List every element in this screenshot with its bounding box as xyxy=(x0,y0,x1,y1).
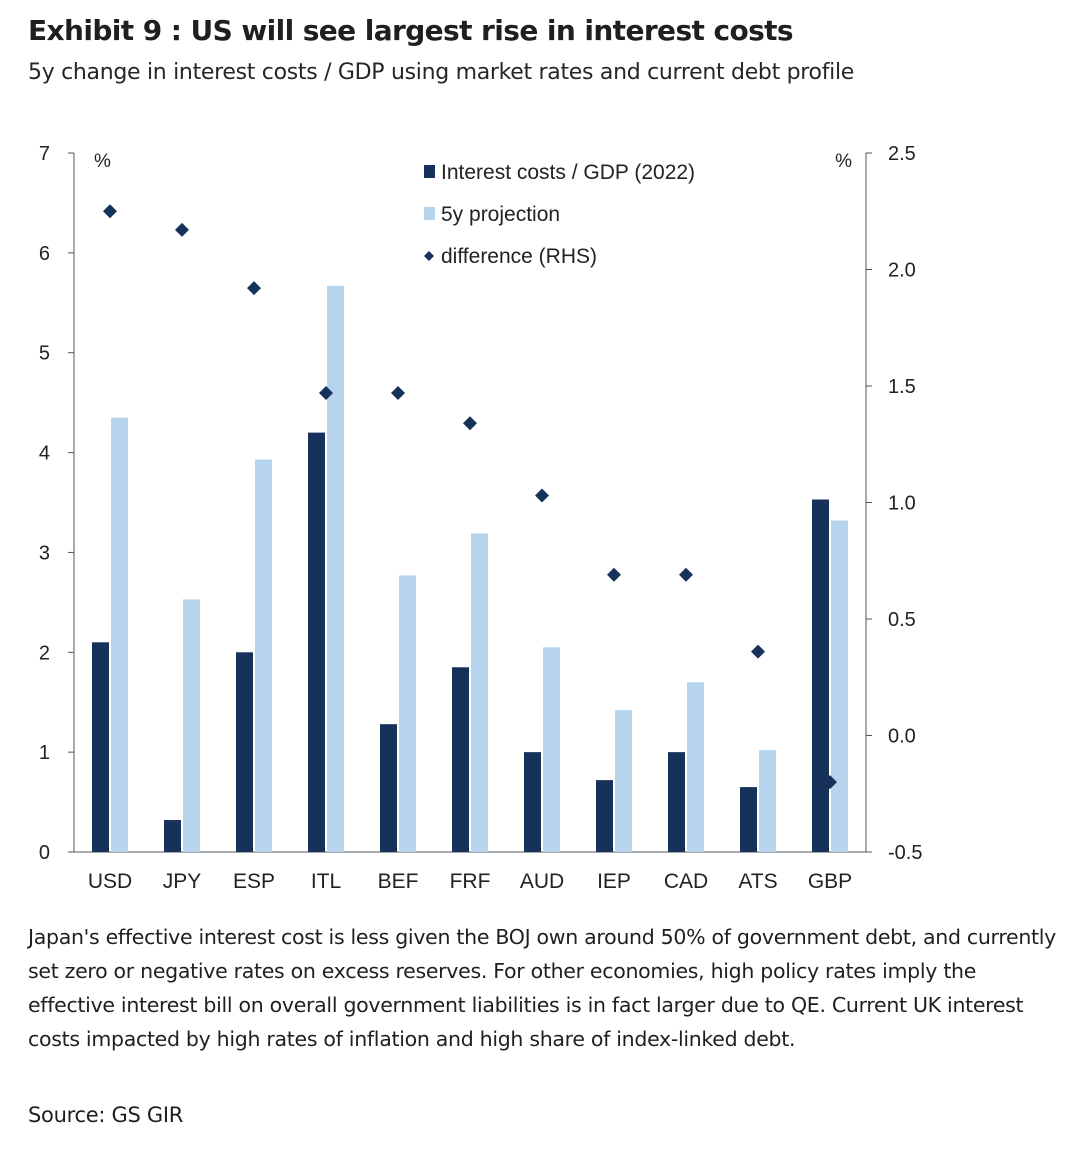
left-tick-label: 0 xyxy=(39,842,50,864)
difference-point-esp xyxy=(247,281,261,296)
left-tick-label: 7 xyxy=(39,143,50,165)
right-tick-label: 1.5 xyxy=(888,376,916,398)
left-tick-label: 3 xyxy=(39,542,50,564)
bar-5y-projection-esp xyxy=(255,459,272,852)
bar-5y-projection-aud xyxy=(543,647,560,852)
x-tick-label-gbp: GBP xyxy=(808,870,852,893)
difference-points xyxy=(103,204,837,790)
chart-subtitle: 5y change in interest costs / GDP using … xyxy=(28,60,855,85)
right-tick-label: 2.5 xyxy=(888,143,916,165)
x-tick-label-ats: ATS xyxy=(738,870,777,893)
bar-interest-costs-ats xyxy=(740,787,757,852)
bars xyxy=(92,285,848,852)
right-tick-label: 1.0 xyxy=(888,493,916,515)
x-tick-label-iep: IEP xyxy=(597,870,631,893)
legend-5y-projection-label: 5y projection xyxy=(441,203,560,226)
x-tick-label-frf: FRF xyxy=(450,870,491,893)
right-tick-label: 2.0 xyxy=(888,260,916,282)
bar-5y-projection-usd xyxy=(111,417,128,852)
bar-interest-costs-itl xyxy=(308,432,325,852)
bar-5y-projection-gbp xyxy=(831,520,848,852)
bar-interest-costs-esp xyxy=(236,652,253,852)
legend-5y-projection-swatch xyxy=(424,207,435,220)
x-tick-label-jpy: JPY xyxy=(163,870,202,893)
difference-point-jpy xyxy=(175,222,189,237)
bar-interest-costs-frf xyxy=(452,667,469,852)
difference-point-itl xyxy=(319,385,333,400)
bar-interest-costs-bef xyxy=(380,724,397,852)
difference-point-usd xyxy=(103,204,117,219)
source-note: Source: GS GIR xyxy=(28,1103,184,1127)
x-tick-label-bef: BEF xyxy=(378,870,419,893)
difference-point-aud xyxy=(535,488,549,503)
right-tick-label: 0.0 xyxy=(888,726,916,748)
difference-point-gbp xyxy=(823,775,837,790)
legend-difference-swatch xyxy=(424,251,434,261)
x-tick-label-usd: USD xyxy=(88,870,132,893)
bar-5y-projection-ats xyxy=(759,750,776,852)
x-tick-label-esp: ESP xyxy=(233,870,275,893)
bar-interest-costs-jpy xyxy=(164,820,181,852)
axes xyxy=(68,152,872,853)
left-tick-label: 6 xyxy=(39,243,50,265)
bar-5y-projection-cad xyxy=(687,682,704,852)
bar-5y-projection-jpy xyxy=(183,599,200,852)
bar-5y-projection-bef xyxy=(399,575,416,852)
bar-interest-costs-iep xyxy=(596,780,613,852)
bar-interest-costs-usd xyxy=(92,642,109,852)
right-axis-unit: % xyxy=(835,151,852,172)
x-tick-label-aud: AUD xyxy=(520,870,564,893)
legend-difference-label: difference (RHS) xyxy=(441,245,597,268)
footnote: Japan's effective interest cost is less … xyxy=(28,925,1056,1051)
left-tick-label: 5 xyxy=(39,343,50,365)
right-tick-label: -0.5 xyxy=(888,842,922,864)
bar-5y-projection-itl xyxy=(327,285,344,852)
difference-point-bef xyxy=(391,385,405,400)
bar-5y-projection-iep xyxy=(615,710,632,852)
legend: Interest costs / GDP (2022) 5y projection… xyxy=(424,161,695,268)
legend-5y-projection: 5y projection xyxy=(424,203,560,226)
right-tick-label: 0.5 xyxy=(888,609,916,631)
legend-difference: difference (RHS) xyxy=(424,245,597,268)
x-tick-label-itl: ITL xyxy=(311,870,341,893)
chart-title: Exhibit 9 : US will see largest rise in … xyxy=(28,14,794,47)
difference-point-ats xyxy=(751,644,765,659)
left-tick-label: 4 xyxy=(39,443,50,465)
difference-point-cad xyxy=(679,567,693,582)
difference-point-frf xyxy=(463,416,477,431)
legend-interest-costs: Interest costs / GDP (2022) xyxy=(424,161,695,184)
bar-interest-costs-aud xyxy=(524,752,541,852)
left-tick-label: 1 xyxy=(39,742,50,764)
x-tick-label-cad: CAD xyxy=(664,870,708,893)
left-tick-label: 2 xyxy=(39,642,50,664)
legend-interest-costs-label: Interest costs / GDP (2022) xyxy=(441,161,695,184)
difference-point-iep xyxy=(607,567,621,582)
bar-5y-projection-frf xyxy=(471,533,488,852)
bar-interest-costs-cad xyxy=(668,752,685,852)
left-axis-unit: % xyxy=(94,151,111,172)
bar-interest-costs-gbp xyxy=(812,499,829,852)
bar-chart: 0 1 2 3 4 5 6 7 -0.5 0.0 0.5 1.0 1.5 2.0 2.5% % USD JPY ES… xyxy=(39,143,923,893)
legend-interest-costs-swatch xyxy=(424,165,435,178)
tick-labels: 0 1 2 3 4 5 6 7 -0.5 0.0 0.5 1.0 1.5 2.0 2.5% % USD JPY ES… xyxy=(39,143,923,893)
